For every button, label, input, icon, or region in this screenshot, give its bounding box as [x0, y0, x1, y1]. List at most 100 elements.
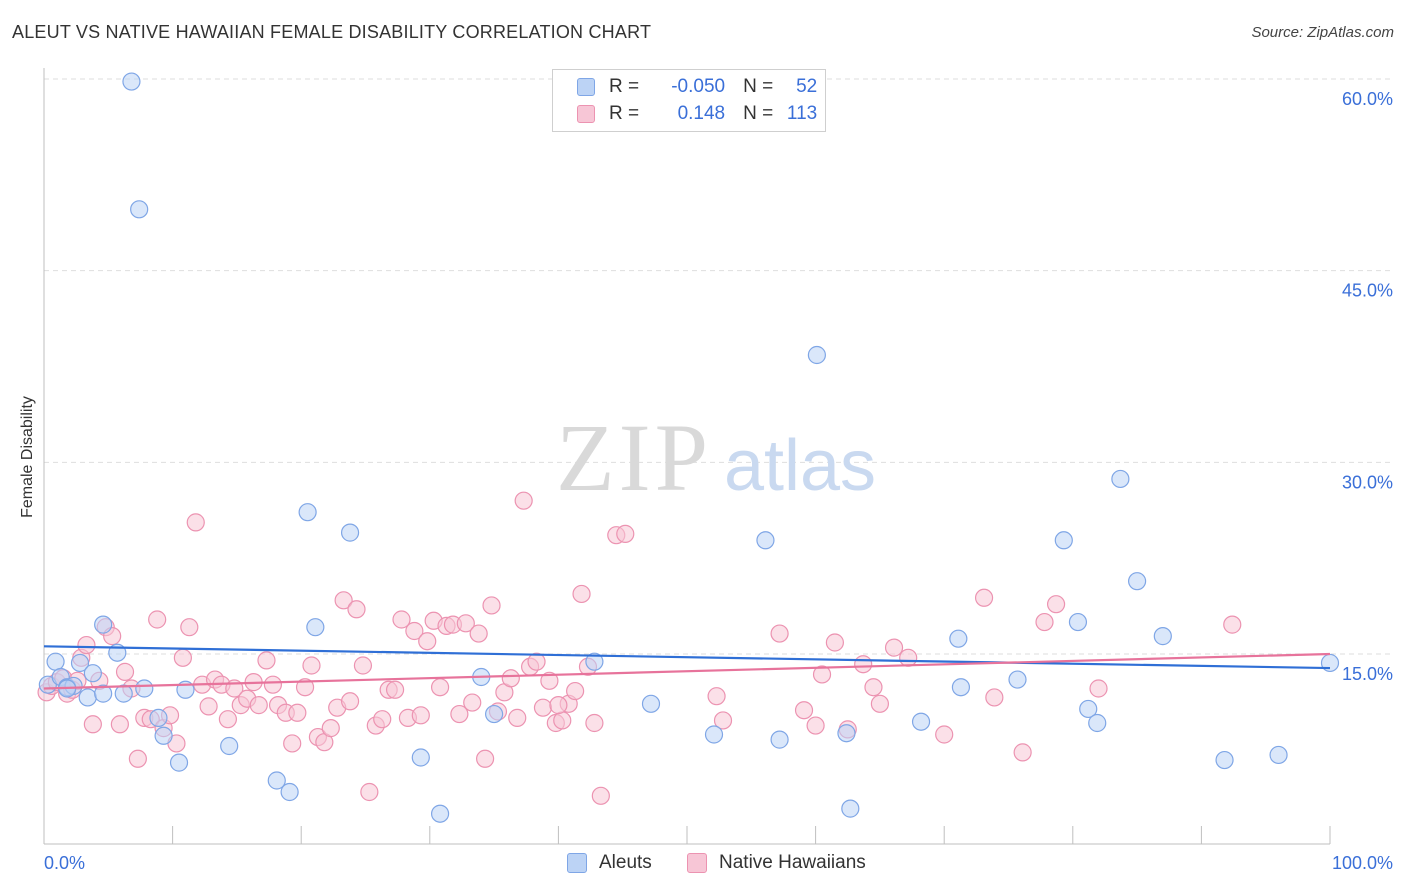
aleut-point [220, 736, 239, 756]
aleut-point [911, 712, 931, 731]
hawaiian-point [450, 704, 469, 724]
hawaiian-point [527, 652, 546, 671]
aleut-point [70, 653, 90, 673]
hawaiian-point [825, 633, 844, 652]
hawaiian-point [148, 610, 167, 629]
aleut-point [807, 345, 826, 365]
hawaiian-point [173, 648, 192, 667]
hawaiian-point [77, 635, 96, 655]
hawaiian-point [533, 698, 553, 717]
aleut-point [951, 678, 971, 697]
hawaiian-point [360, 782, 379, 802]
watermark-zip: ZIP [556, 404, 712, 511]
aleut-point [130, 200, 149, 219]
hawaiian-point [549, 696, 568, 715]
legend-r-value: -0.050 [671, 76, 726, 97]
hawaiian-point [864, 678, 883, 697]
series-aleuts [38, 72, 1340, 823]
hawaiian-point [899, 648, 918, 667]
hawaiian-point [572, 584, 591, 604]
legend-swatch-native-hawaiians [577, 105, 595, 123]
hawaiian-point [463, 693, 482, 712]
hawaiian-point [385, 680, 405, 699]
hawaiian-point [83, 715, 102, 734]
aleut-point [411, 748, 430, 767]
legend-r-value: 0.148 [677, 103, 726, 124]
legend-n-label: N = [743, 76, 774, 97]
axes [43, 68, 1331, 845]
hawaiian-point [263, 675, 283, 694]
aleut-point [841, 799, 860, 818]
hawaiian-point [1013, 743, 1032, 762]
hawaiian-point [295, 678, 315, 697]
hawaiian-point [482, 596, 501, 615]
hawaiian-point [553, 711, 572, 730]
hawaiian-trend-line [43, 652, 1331, 690]
legend-n-value: 52 [796, 76, 818, 97]
aleut-point [46, 652, 65, 671]
hawaiian-point [128, 749, 147, 768]
y-tick-label: 30.0% [1342, 472, 1393, 492]
legend-label-native-hawaiians: Native Hawaiians [719, 852, 866, 873]
aleut-point [1127, 572, 1147, 591]
hawaiian-point [405, 621, 424, 641]
aleut-point [114, 684, 133, 703]
aleut-point [298, 503, 317, 522]
hawaiian-point [469, 624, 488, 643]
aleut-point [1111, 469, 1130, 489]
legend-n-value: 113 [786, 103, 818, 124]
hawaiian-point [806, 716, 825, 735]
x-tick-label: 0.0% [44, 853, 85, 873]
hawaiian-point [812, 665, 832, 684]
hawaiian-point [884, 638, 904, 657]
watermark-atlas: atlas [724, 426, 876, 506]
hawaiian-point [616, 524, 635, 543]
y-tick-label: 15.0% [1342, 664, 1393, 684]
legend-row-native-hawaiians: R = 0.148 N = 113 [577, 102, 817, 126]
hawaiian-point [935, 725, 954, 744]
correlation-legend: R = -0.050 N = 52 R = 0.148 N = 113 [552, 69, 826, 132]
series-legend: Aleuts Native Hawaiians [0, 852, 1406, 878]
hawaiian-point [508, 708, 527, 727]
aleut-point [430, 804, 450, 823]
hawaiian-point [870, 694, 890, 713]
hawaiian-point [475, 749, 495, 768]
aleut-point [1008, 670, 1027, 689]
hawaiian-point [566, 681, 585, 701]
legend-swatch-native-hawaiians [687, 853, 707, 873]
hawaiian-point [430, 678, 450, 697]
x-tick-label: 100.0% [1332, 853, 1393, 873]
legend-n-label: N = [743, 103, 774, 124]
aleut-point [1215, 750, 1234, 770]
aleut-point [949, 629, 968, 648]
legend-r-label: R = [609, 103, 640, 124]
hawaiian-point [180, 618, 199, 637]
hawaiian-point [353, 656, 373, 675]
hawaiian-point [456, 614, 475, 633]
aleut-point [1068, 612, 1088, 632]
hawaiian-point [373, 710, 392, 729]
legend-item-native-hawaiians[interactable]: Native Hawaiians [687, 852, 866, 874]
hawaiian-point [334, 591, 353, 610]
legend-item-aleuts[interactable]: Aleuts [567, 852, 652, 874]
trend-lines [43, 645, 1331, 690]
aleut-point [280, 782, 299, 802]
hawaiian-point [302, 656, 321, 675]
aleut-point [1079, 699, 1098, 719]
hawaiian-point [1035, 612, 1054, 632]
aleut-point [1054, 531, 1073, 550]
hawaiian-point [418, 632, 437, 651]
hawaiian-point [249, 696, 268, 715]
aleut-point [641, 694, 661, 713]
hawaiian-point [340, 692, 360, 711]
source-label: Source: ZipAtlas.com [1251, 24, 1394, 41]
aleut-point [704, 725, 724, 744]
hawaiian-point [347, 600, 366, 619]
hawaiian-point [707, 687, 726, 706]
aleut-point [94, 615, 113, 634]
hawaiian-point [392, 610, 411, 629]
hawaiian-point [1089, 679, 1108, 698]
legend-r-label: R = [609, 76, 640, 97]
aleut-point [267, 771, 286, 790]
